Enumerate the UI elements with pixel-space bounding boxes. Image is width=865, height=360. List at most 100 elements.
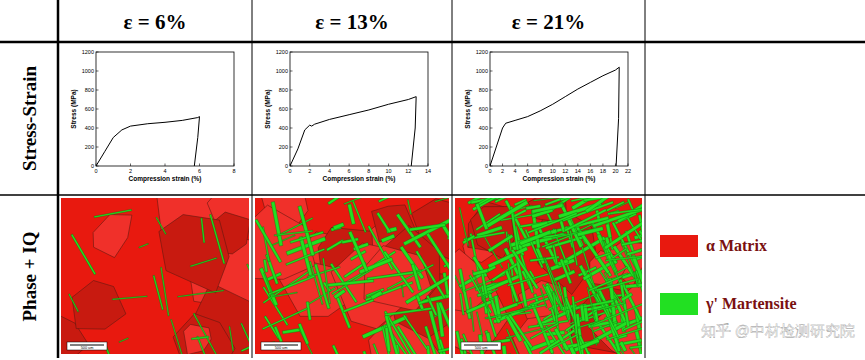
martensite-lath bbox=[488, 234, 514, 252]
y-tick-label: 400 bbox=[479, 125, 488, 131]
x-tick bbox=[329, 164, 330, 167]
martensite-lath bbox=[333, 222, 345, 230]
table-rule bbox=[452, 0, 453, 358]
martensite-lath bbox=[378, 198, 411, 202]
y-tick-label: 1000 bbox=[82, 68, 94, 74]
martensite-lath bbox=[578, 320, 601, 328]
martensite-lath bbox=[576, 339, 589, 354]
x-tick bbox=[408, 164, 409, 167]
martensite-lath bbox=[475, 203, 488, 230]
y-tick bbox=[96, 147, 99, 148]
y-tick-label: 1200 bbox=[276, 49, 288, 55]
y-tick-label: 800 bbox=[279, 87, 288, 93]
martensite-lath bbox=[593, 303, 642, 325]
table-rule bbox=[0, 194, 865, 196]
martensite-lath bbox=[495, 198, 510, 203]
martensite-lath bbox=[343, 299, 374, 313]
plot-frame bbox=[290, 52, 428, 166]
martensite-lath bbox=[271, 202, 283, 247]
y-tick-label: 200 bbox=[479, 144, 488, 150]
martensite-lath bbox=[595, 252, 610, 259]
grain bbox=[255, 205, 315, 279]
table-rule bbox=[57, 0, 60, 358]
x-tick-label: 14 bbox=[575, 168, 581, 174]
scale-bar-label: 500 um bbox=[275, 346, 288, 350]
martensite-lath bbox=[535, 247, 545, 264]
scale-bar-label: 500 um bbox=[475, 346, 488, 350]
martensite-lath bbox=[344, 198, 382, 205]
martensite-lath bbox=[507, 353, 516, 354]
martensite-lath bbox=[190, 257, 217, 266]
x-tick bbox=[428, 164, 429, 167]
x-tick bbox=[565, 164, 566, 167]
x-tick-label: 2 bbox=[501, 168, 504, 174]
martensite-lath bbox=[435, 198, 449, 202]
martensite-lath bbox=[473, 269, 489, 276]
x-tick-label: 22 bbox=[625, 168, 631, 174]
martensite-lath bbox=[384, 311, 412, 354]
martensite-lath bbox=[201, 218, 205, 243]
martensite-lath bbox=[626, 249, 641, 256]
grain bbox=[364, 246, 432, 311]
martensite-lath bbox=[326, 239, 344, 251]
martensite-lath bbox=[178, 290, 224, 297]
martensite-lath bbox=[606, 224, 612, 238]
stress-strain-chart: 02004006008001000120002468Compression st… bbox=[70, 49, 236, 183]
martensite-lath bbox=[580, 305, 585, 321]
martensite-lath bbox=[508, 314, 533, 349]
x-tick bbox=[368, 164, 369, 167]
scale-bar-label: 500 um bbox=[81, 346, 94, 350]
x-tick-label: 6 bbox=[348, 168, 351, 174]
martensite-lath bbox=[560, 259, 572, 284]
martensite-lath bbox=[255, 219, 282, 263]
martensite-lath bbox=[597, 302, 625, 311]
data-group bbox=[490, 67, 619, 166]
martensite-lath bbox=[543, 313, 553, 320]
martensite-lath bbox=[367, 271, 414, 280]
martensite-lath bbox=[447, 232, 449, 239]
martensite-lath bbox=[274, 230, 313, 236]
martensite-lath bbox=[328, 198, 341, 205]
x-tick bbox=[540, 164, 541, 167]
scale-bar-box bbox=[261, 342, 301, 350]
x-tick bbox=[165, 164, 166, 167]
martensite-lath bbox=[363, 351, 369, 354]
martensite-lath bbox=[241, 339, 249, 352]
martensite-lath bbox=[403, 315, 428, 350]
x-tick-label: 18 bbox=[600, 168, 606, 174]
row-header: Stress-Strain bbox=[19, 65, 40, 171]
column-header: ε = 13% bbox=[315, 10, 388, 34]
martensite-lath bbox=[119, 338, 129, 343]
martensite-lath bbox=[533, 198, 560, 201]
x-tick bbox=[388, 164, 389, 167]
martensite-lath bbox=[532, 204, 564, 214]
data-group bbox=[290, 97, 416, 166]
martensite-lath bbox=[542, 284, 554, 305]
x-tick-label: 12 bbox=[405, 168, 411, 174]
martensite-lath bbox=[472, 256, 487, 277]
martensite-lath bbox=[623, 319, 642, 331]
stress-strain-curve bbox=[96, 117, 200, 166]
x-tick-label: 16 bbox=[587, 168, 593, 174]
martensite-lath bbox=[619, 341, 627, 352]
plot-frame bbox=[96, 52, 234, 166]
y-tick-label: 200 bbox=[85, 144, 94, 150]
martensite-lath bbox=[306, 302, 311, 321]
y-tick-label: 1000 bbox=[276, 68, 288, 74]
y-tick bbox=[290, 90, 293, 91]
x-tick-label: 12 bbox=[562, 168, 568, 174]
x-tick bbox=[515, 164, 516, 167]
x-tick-label: 2 bbox=[129, 168, 132, 174]
y-tick bbox=[290, 71, 293, 72]
x-tick bbox=[552, 164, 553, 167]
martensite-lath bbox=[371, 291, 383, 300]
y-tick bbox=[290, 109, 293, 110]
martensite-lath bbox=[385, 315, 400, 354]
martensite-lath bbox=[519, 304, 546, 311]
x-tick bbox=[349, 164, 350, 167]
x-tick bbox=[602, 164, 603, 167]
x-tick-label: 8 bbox=[232, 168, 235, 174]
martensite-lath bbox=[486, 200, 529, 228]
x-tick-label: 0 bbox=[288, 168, 291, 174]
table-rule bbox=[645, 0, 646, 358]
